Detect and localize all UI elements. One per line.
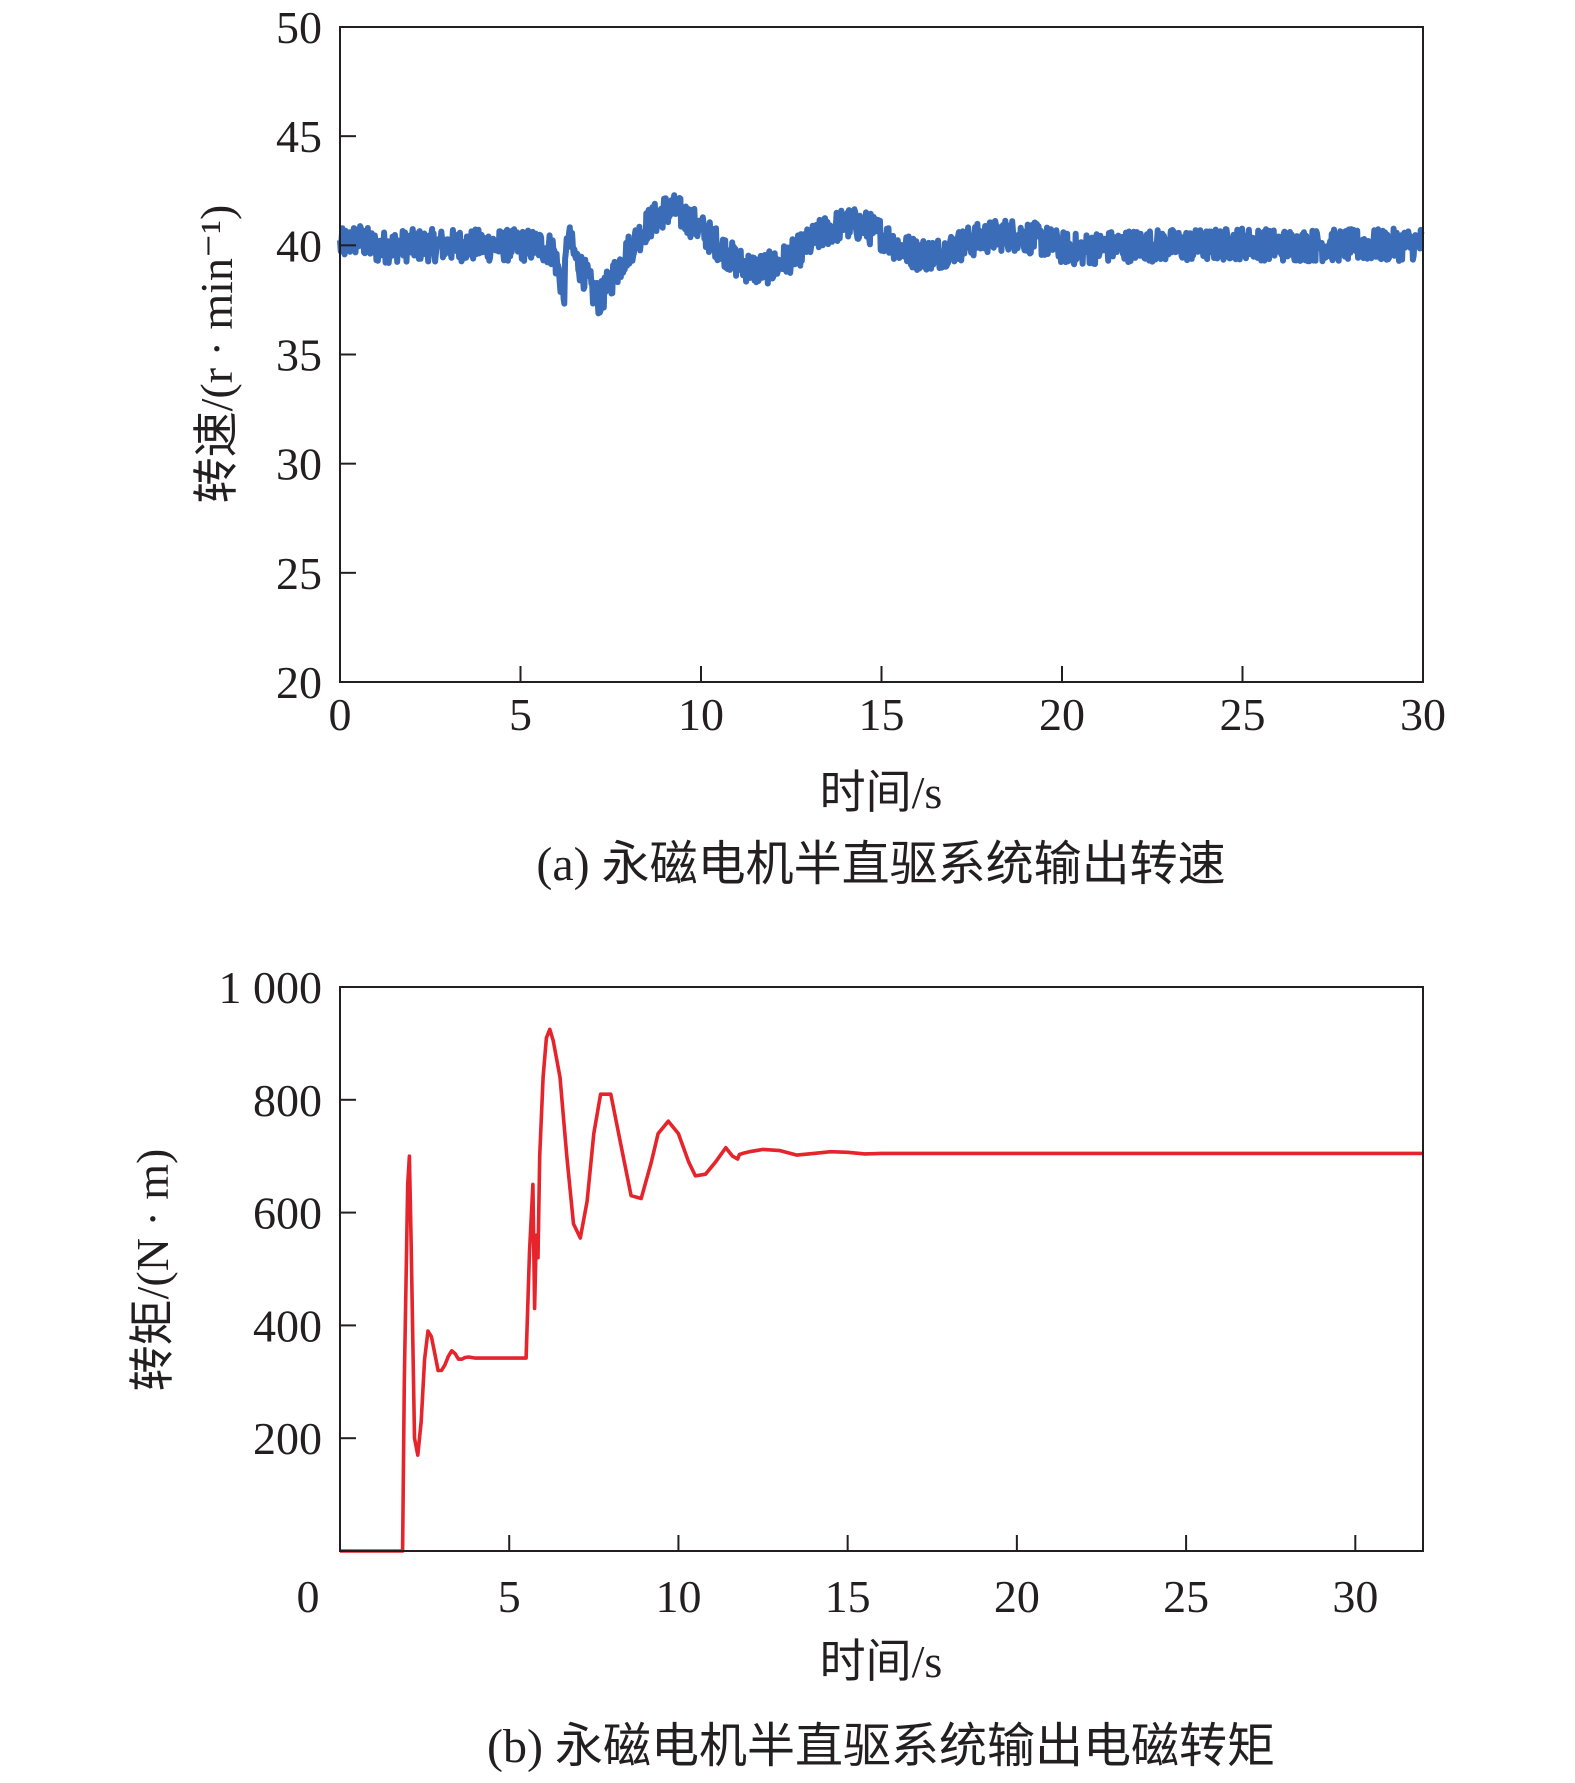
- x-tick-label: 10: [678, 689, 724, 740]
- y-tick-label: 600: [253, 1188, 322, 1239]
- series-line-1: [340, 1027, 1423, 1553]
- x-tick-label: 0: [329, 689, 352, 740]
- series-line-1: [337, 192, 1426, 317]
- speed-chart: 0 5 10 15 20 25 30 20 25 30 35 40 45 50 时间/s 转速/(r · …: [191, 2, 1446, 891]
- speed-tick-layer: 0 5 10 15 20 25 30 20 25 30 35 40 45 50: [276, 2, 1446, 740]
- x-tick-label: 10: [655, 1571, 701, 1622]
- speed-plot-frame: [339, 26, 1424, 683]
- x-tick-label: 15: [859, 689, 905, 740]
- y-tick-label: 800: [253, 1075, 322, 1126]
- torque-plot-frame: [339, 986, 1424, 1552]
- x-tick-label: 15: [825, 1571, 871, 1622]
- y-tick-label: 25: [276, 548, 322, 599]
- y-tick-label: 200: [253, 1413, 322, 1464]
- x-tick-label: 20: [994, 1571, 1040, 1622]
- torque-series-layer: [340, 1027, 1423, 1553]
- torque-chart: 0 5 10 15 20 25 30 200 400 600 800 1 000 时间/s 转矩/(N…: [127, 962, 1424, 1773]
- speed-x-axis-label: 时间/s: [820, 767, 943, 818]
- torque-tick-layer: 0 5 10 15 20 25 30 200 400 600 800 1 000: [219, 962, 1379, 1622]
- y-tick-label: 400: [253, 1300, 322, 1351]
- y-tick-label: 30: [276, 439, 322, 490]
- y-tick-label: 20: [276, 657, 322, 708]
- torque-chart-caption: (b) 永磁电机半直驱系统输出电磁转矩: [487, 1720, 1275, 1773]
- x-tick-label: 25: [1220, 689, 1266, 740]
- y-tick-label: 40: [276, 220, 322, 271]
- speed-series-layer: [337, 192, 1426, 317]
- x-tick-label: 30: [1400, 689, 1446, 740]
- y-tick-label: 1 000: [219, 962, 323, 1013]
- y-tick-label: 45: [276, 111, 322, 162]
- torque-y-axis-label: 转矩/(N · m): [127, 1149, 178, 1392]
- x-tick-label: 5: [509, 689, 532, 740]
- x-tick-label: 25: [1163, 1571, 1209, 1622]
- torque-x-axis-label: 时间/s: [820, 1636, 943, 1687]
- x-tick-label: 5: [498, 1571, 521, 1622]
- y-tick-label: 50: [276, 2, 322, 53]
- speed-y-axis-label: 转速/(r · min⁻¹): [191, 205, 242, 504]
- x-tick-label: 0: [297, 1571, 320, 1622]
- x-tick-label: 20: [1039, 689, 1085, 740]
- y-tick-label: 35: [276, 330, 322, 381]
- x-tick-label: 30: [1332, 1571, 1378, 1622]
- speed-chart-caption: (a) 永磁电机半直驱系统输出转速: [536, 838, 1225, 891]
